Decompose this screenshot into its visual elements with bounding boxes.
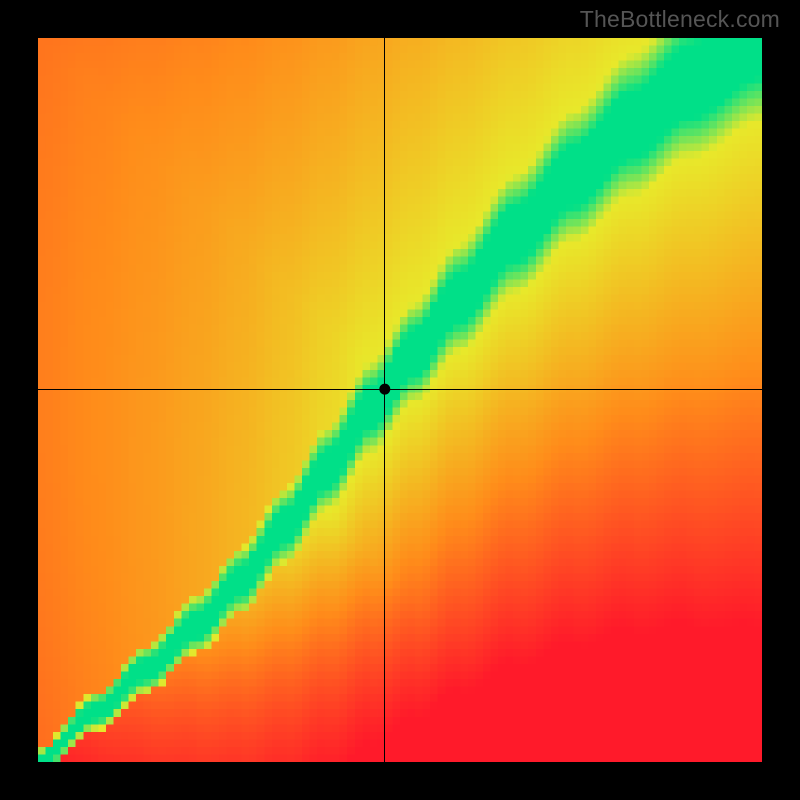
target-dot	[379, 384, 390, 395]
frame: TheBottleneck.com	[0, 0, 800, 800]
crosshair-marker	[0, 0, 800, 800]
